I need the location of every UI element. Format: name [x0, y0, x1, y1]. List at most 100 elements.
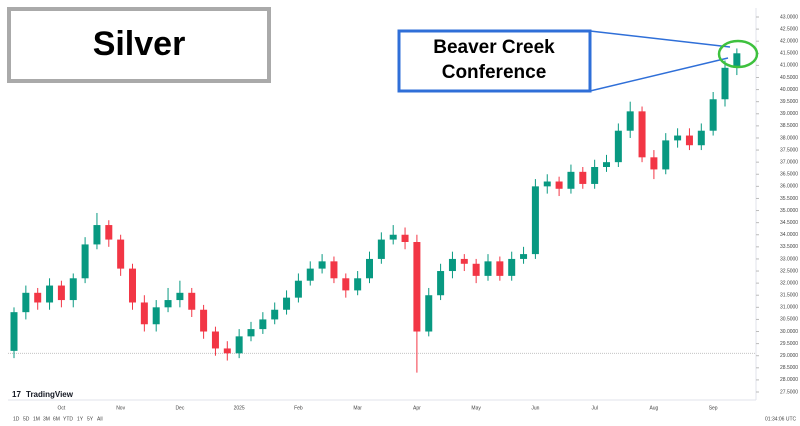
candle-body [437, 271, 445, 296]
candle-body [448, 258, 456, 272]
candle-body [10, 312, 18, 351]
candle-body [531, 186, 539, 255]
candle-body [626, 111, 634, 131]
x-tick-label: Jul [591, 405, 597, 411]
highlight-circle [717, 39, 759, 69]
candle-body [567, 171, 575, 189]
candle-body [164, 300, 172, 308]
candle-body [496, 261, 504, 276]
candle-body [211, 331, 219, 349]
range-button[interactable]: YTD [63, 416, 73, 422]
candle-body [614, 130, 622, 163]
candle-body [460, 258, 468, 264]
callout-line [589, 30, 731, 48]
y-tick-label: 42.5000 [780, 26, 798, 32]
range-button[interactable]: 1Y [77, 416, 84, 422]
x-tick-label: Apr [413, 405, 421, 411]
candle-body [555, 181, 563, 189]
candle-body [247, 329, 255, 337]
candle-body [603, 162, 610, 167]
candle-body [176, 292, 184, 301]
candle-body [401, 234, 409, 242]
y-tick-label: 41.0000 [780, 63, 798, 69]
candle-body [318, 261, 326, 269]
candle-body [342, 278, 350, 291]
y-tick-label: 32.5000 [780, 268, 798, 274]
candle-body [425, 295, 433, 332]
y-tick-label: 30.5000 [780, 317, 798, 323]
y-tick-label: 40.0000 [780, 87, 798, 93]
x-tick-label: Jun [531, 405, 539, 411]
y-tick-label: 31.5000 [780, 293, 798, 299]
y-tick-label: 40.5000 [780, 75, 798, 81]
candle-body [366, 258, 373, 279]
y-tick-label: 27.5000 [780, 389, 798, 395]
callout-line [589, 57, 729, 92]
candle-body [650, 157, 658, 170]
candle-body [294, 280, 302, 298]
y-tick-label: 35.0000 [780, 208, 798, 214]
candle-body [105, 225, 113, 240]
candle-body [81, 244, 89, 279]
candle-body [638, 111, 646, 158]
candle-body [484, 261, 492, 276]
x-tick-label: Dec [175, 405, 184, 411]
range-button[interactable]: 5Y [87, 416, 94, 422]
y-tick-label: 38.5000 [780, 123, 798, 129]
candle-body [543, 181, 551, 187]
annotation: Beaver Creek [433, 37, 555, 58]
candle-body [93, 225, 101, 245]
range-button[interactable]: 3M [43, 416, 50, 422]
candle-body [22, 292, 30, 313]
candle-body [200, 309, 208, 332]
y-tick-label: 36.0000 [780, 184, 798, 190]
x-tick-label: Sep [709, 405, 718, 411]
y-tick-label: 29.5000 [780, 341, 798, 347]
candle-body [579, 171, 587, 184]
y-tick-label: 34.0000 [780, 232, 798, 238]
y-tick-label: 33.5000 [780, 244, 798, 250]
range-button[interactable]: 5D [23, 416, 30, 422]
callout-box [397, 29, 592, 93]
range-button[interactable]: 6M [53, 416, 60, 422]
candle-body [69, 278, 77, 301]
y-tick-label: 43.0000 [780, 14, 798, 20]
y-tick-label: 29.0000 [780, 353, 798, 359]
y-tick-label: 30.0000 [780, 329, 798, 335]
y-tick-label: 34.5000 [780, 220, 798, 226]
candle-body [283, 297, 291, 310]
candle-body [152, 307, 160, 325]
y-tick-label: 35.5000 [780, 196, 798, 202]
candle-body [733, 53, 741, 68]
y-tick-label: 41.5000 [780, 51, 798, 57]
range-button[interactable]: 1D [13, 416, 20, 422]
candle-body [117, 239, 125, 269]
candle-body [685, 135, 693, 146]
candle-body [306, 268, 314, 281]
candle-body [662, 140, 670, 170]
x-tick-label: 2025 [234, 405, 245, 411]
range-button[interactable]: 1M [33, 416, 40, 422]
candle-body [259, 319, 267, 330]
annotation: Conference [442, 62, 547, 83]
candle-body [235, 336, 243, 354]
x-tick-label: Nov [116, 405, 125, 411]
y-tick-label: 37.0000 [780, 159, 798, 165]
y-tick-label: 28.0000 [780, 377, 798, 383]
candle-body [129, 268, 136, 303]
y-tick-label: 33.0000 [780, 256, 798, 262]
candle-body [34, 292, 42, 303]
candle-body [354, 278, 362, 291]
candle-body [389, 234, 397, 240]
range-button[interactable]: All [97, 416, 103, 422]
chart-title: Silver [93, 25, 186, 63]
candle-body [721, 67, 729, 100]
clock: 01:34:06 UTC [765, 416, 797, 422]
candle-body [188, 292, 196, 310]
candle-body [140, 302, 148, 325]
x-tick-label: Aug [649, 405, 658, 411]
brand-logo: 17 [12, 390, 21, 399]
y-tick-label: 32.0000 [780, 280, 798, 286]
brand: TradingView [26, 390, 74, 399]
